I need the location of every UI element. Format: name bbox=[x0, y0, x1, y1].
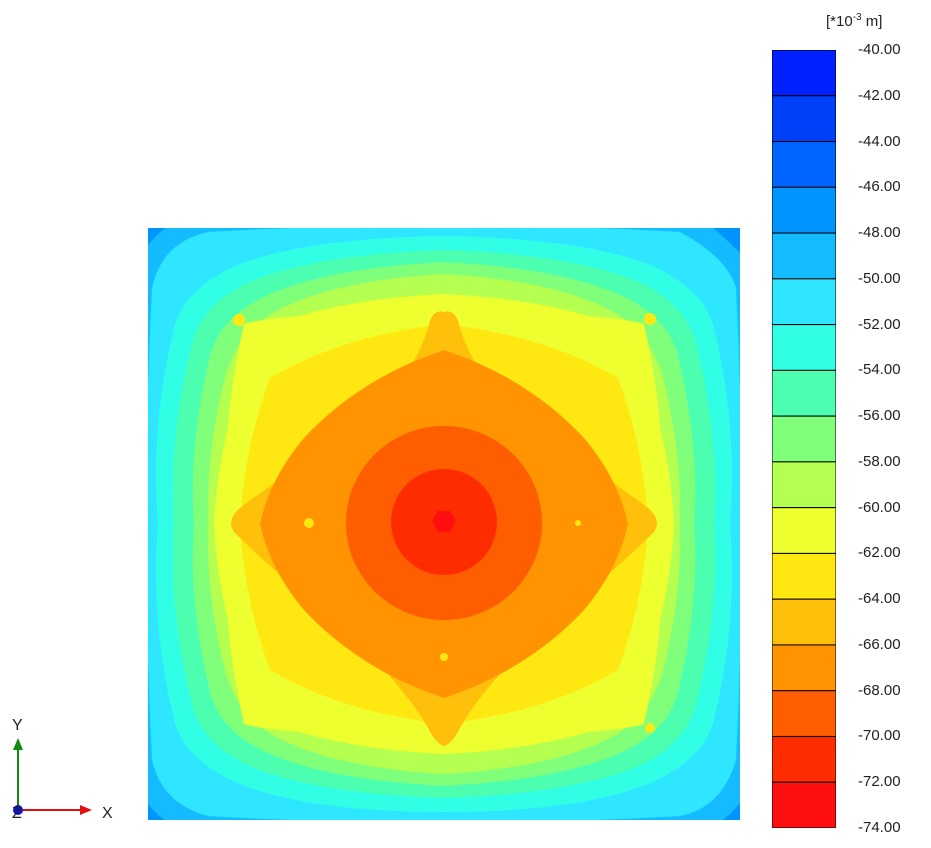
legend-tick-label: -48.00 bbox=[858, 224, 901, 242]
color-legend bbox=[772, 50, 836, 828]
legend-swatch bbox=[772, 735, 836, 783]
legend-tick-label: -42.00 bbox=[858, 86, 901, 104]
spot bbox=[644, 313, 656, 325]
legend-tick-label: -70.00 bbox=[858, 727, 901, 745]
legend-swatch bbox=[772, 644, 836, 692]
legend-tick-label: -64.00 bbox=[858, 590, 901, 608]
legend-tick-label: -60.00 bbox=[858, 498, 901, 516]
z-axis-label: Z bbox=[12, 805, 22, 822]
legend-swatch bbox=[772, 369, 836, 417]
legend-tick-label: -72.00 bbox=[858, 773, 901, 791]
x-axis-label: X bbox=[102, 805, 113, 822]
axis-triad: Y X Z bbox=[12, 717, 113, 822]
spot bbox=[437, 719, 451, 733]
spot bbox=[440, 653, 448, 661]
legend-tick-label: -56.00 bbox=[858, 407, 901, 425]
legend-swatch bbox=[772, 781, 836, 828]
y-axis-arrow bbox=[13, 738, 23, 750]
legend-tick-label: -74.00 bbox=[858, 819, 901, 836]
contour-plot bbox=[148, 228, 740, 820]
legend-tick-label: -46.00 bbox=[858, 178, 901, 196]
y-axis-label: Y bbox=[12, 717, 23, 734]
legend-tick-label: -50.00 bbox=[858, 269, 901, 287]
band-74 bbox=[432, 511, 456, 532]
legend-tick-label: -52.00 bbox=[858, 315, 901, 333]
legend-swatch bbox=[772, 95, 836, 143]
legend-swatch bbox=[772, 461, 836, 509]
z-axis-dot bbox=[13, 805, 23, 815]
legend-swatch bbox=[772, 278, 836, 326]
legend-swatch bbox=[772, 50, 836, 97]
legend-swatch bbox=[772, 324, 836, 371]
legend-tick-label: -54.00 bbox=[858, 361, 901, 379]
spot bbox=[233, 314, 245, 326]
x-axis-arrow bbox=[80, 805, 92, 815]
legend-swatch bbox=[772, 552, 836, 600]
legend-swatch bbox=[772, 415, 836, 463]
legend-swatch bbox=[772, 141, 836, 188]
spot bbox=[233, 517, 245, 529]
legend-swatch bbox=[772, 232, 836, 280]
legend-tick-label: -68.00 bbox=[858, 681, 901, 699]
legend-tick-label: -40.00 bbox=[858, 41, 901, 58]
spot bbox=[304, 518, 314, 528]
legend-tick-label: -62.00 bbox=[858, 544, 901, 562]
legend-tick-label: -66.00 bbox=[858, 635, 901, 653]
legend-swatch bbox=[772, 690, 836, 737]
legend-tick-label: -58.00 bbox=[858, 452, 901, 470]
spot bbox=[575, 520, 581, 526]
legend-swatch bbox=[772, 598, 836, 646]
legend-unit: [*10-3 m] bbox=[826, 12, 883, 30]
legend-tick-label: -44.00 bbox=[858, 132, 901, 150]
spot bbox=[645, 723, 655, 733]
legend-swatch bbox=[772, 507, 836, 554]
legend-swatch bbox=[772, 186, 836, 234]
